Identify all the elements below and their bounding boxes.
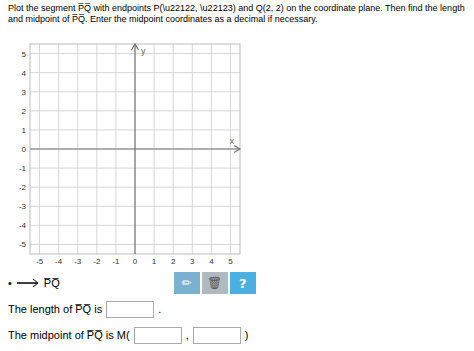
help-icon-glyph: ? — [239, 276, 247, 291]
x-tick-label: 4 — [209, 257, 214, 266]
segment-line — [17, 282, 38, 284]
x-tick-label: -2 — [93, 257, 101, 266]
length-text: The length of P̅Q̅ is — [8, 303, 102, 315]
x-tick-label: 3 — [190, 257, 195, 266]
x-tick-label: 0 — [133, 257, 138, 266]
y-tick-label: -5 — [19, 240, 27, 249]
legend-row: • P̅Q̅ ✏ 🗑? — [8, 272, 466, 294]
title-block: Plot the segment P̅Q̅ with endpoints P(\… — [8, 3, 466, 25]
plane: x y -5 -4 -3 -2 -1 0 1 2 3 4 5 -5 -4 -3 -2 -1 0 1 2 3 4 5 — [8, 40, 248, 268]
y-tick-label: 3 — [22, 88, 27, 97]
midpoint-text: The midpoint of P̅Q̅ is M( — [8, 329, 130, 341]
y-tick-label: 4 — [22, 69, 27, 78]
close-paren: ) — [245, 329, 249, 341]
legend-label: P̅Q̅ — [44, 277, 60, 289]
pencil-icon[interactable]: ✏ — [174, 272, 200, 294]
y-tick-label: -2 — [19, 183, 27, 192]
y-tick-label: -3 — [19, 202, 27, 211]
bullet: • — [8, 277, 12, 289]
x-tick-label: 1 — [152, 257, 157, 266]
y-tick-label: 0 — [22, 145, 27, 154]
x-label: x — [230, 136, 235, 146]
comma: , — [186, 329, 189, 341]
midpoint-y-input[interactable] — [193, 327, 241, 344]
grid — [30, 44, 240, 254]
y-tick-label: 1 — [22, 126, 27, 135]
title: Plot the segment P̅Q̅ with endpoints P(\… — [8, 3, 466, 14]
y-tick-label: -4 — [19, 221, 27, 230]
title: and midpoint of P̅Q̅. Enter the midpoint… — [8, 14, 466, 25]
length-row: The length of P̅Q̅ is. — [8, 298, 161, 320]
pencil-icon-glyph: ✏ — [182, 276, 192, 290]
length-input[interactable] — [106, 301, 154, 318]
trash-icon[interactable]: 🗑 — [202, 272, 228, 294]
y-axis — [134, 44, 135, 254]
x-arrow — [234, 146, 240, 153]
midpoint-row: The midpoint of P̅Q̅ is M(,) — [8, 324, 248, 346]
y-tick-label: 5 — [22, 50, 27, 59]
segment-arrowhead — [33, 279, 38, 287]
x-tick-label: 5 — [228, 257, 233, 266]
plot-frame — [30, 44, 240, 254]
trash-icon-glyph: 🗑 — [207, 276, 222, 290]
segment-icon — [16, 278, 40, 288]
x-tick-label: -5 — [36, 257, 44, 266]
y-label: y — [141, 46, 146, 56]
help-icon[interactable]: ? — [230, 272, 256, 294]
grid-line — [135, 44, 136, 254]
x-tick-label: 2 — [171, 257, 176, 266]
x-tick-label: -1 — [112, 257, 120, 266]
x-tick-label: -4 — [55, 257, 63, 266]
midpoint-x-input[interactable] — [134, 327, 182, 344]
x-tick-label: -3 — [74, 257, 82, 266]
y-arrow — [132, 44, 139, 50]
tool-icons: ✏ 🗑? — [174, 272, 256, 294]
y-tick-label: -1 — [19, 164, 27, 173]
y-tick-label: 2 — [22, 107, 27, 116]
period: . — [158, 303, 161, 315]
